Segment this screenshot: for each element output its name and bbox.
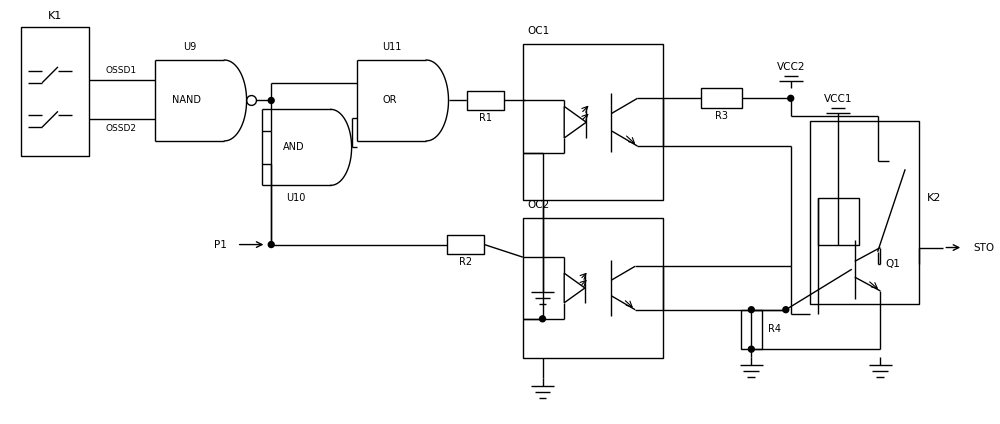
- Text: NAND: NAND: [172, 95, 201, 106]
- Circle shape: [268, 98, 274, 103]
- Polygon shape: [564, 106, 586, 138]
- Text: AND: AND: [283, 142, 304, 152]
- Text: U10: U10: [287, 193, 306, 203]
- Bar: [701, 89, 742, 108]
- Text: U9: U9: [183, 42, 197, 52]
- Bar: [818, 198, 859, 245]
- Text: K2: K2: [927, 192, 941, 203]
- Text: VCC2: VCC2: [776, 62, 805, 72]
- Bar: [810, 121, 919, 304]
- Circle shape: [748, 307, 754, 312]
- Bar: [467, 91, 504, 110]
- Bar: [523, 218, 663, 358]
- Bar: [741, 310, 762, 349]
- Text: R2: R2: [459, 257, 472, 267]
- Polygon shape: [564, 273, 585, 303]
- Text: U11: U11: [382, 42, 402, 52]
- Text: P1: P1: [214, 240, 227, 250]
- Text: OC2: OC2: [528, 200, 550, 210]
- Text: OSSD1: OSSD1: [105, 67, 137, 75]
- Circle shape: [247, 95, 256, 106]
- Circle shape: [748, 346, 754, 352]
- Bar: [523, 44, 663, 200]
- Text: OSSD2: OSSD2: [105, 124, 136, 133]
- Text: OC1: OC1: [528, 26, 550, 36]
- Circle shape: [268, 242, 274, 248]
- Text: Q1: Q1: [885, 259, 900, 269]
- Text: STO: STO: [973, 243, 994, 253]
- Bar: [447, 235, 484, 254]
- Text: R3: R3: [715, 111, 728, 121]
- Bar: [21, 28, 89, 156]
- Circle shape: [788, 95, 794, 101]
- Text: K1: K1: [48, 11, 62, 21]
- Text: R1: R1: [479, 113, 492, 123]
- Text: OR: OR: [383, 95, 397, 106]
- Text: VCC1: VCC1: [824, 95, 852, 104]
- Circle shape: [783, 307, 789, 312]
- Circle shape: [540, 316, 545, 322]
- Text: R4: R4: [768, 324, 781, 335]
